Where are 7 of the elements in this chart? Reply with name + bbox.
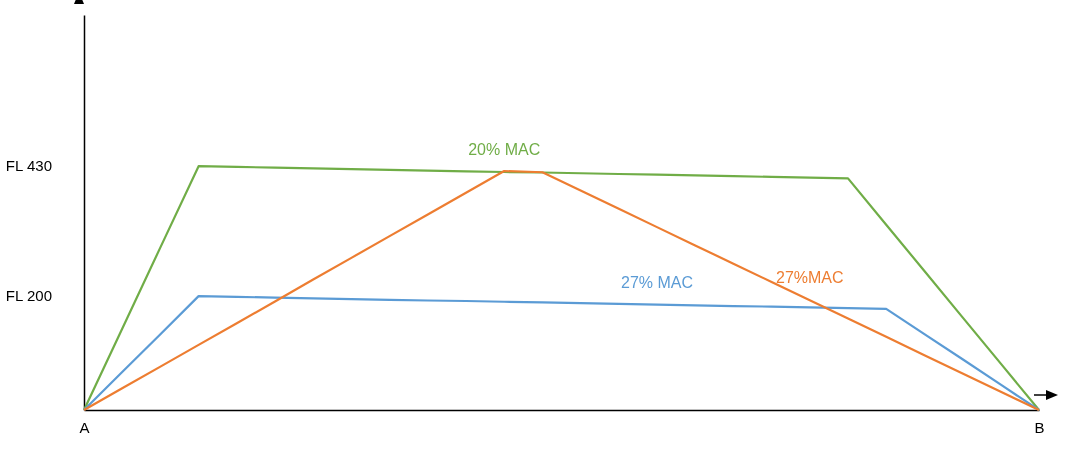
series-label: 27%MAC	[776, 269, 844, 287]
text: FL 200	[5, 287, 52, 305]
text: FL 430	[5, 157, 52, 175]
x-tick-label: A	[79, 418, 90, 436]
x-tick-label: B	[1034, 418, 1045, 436]
series-label: 27% MAC	[620, 273, 694, 291]
series-label: 20% MAC	[468, 141, 541, 159]
